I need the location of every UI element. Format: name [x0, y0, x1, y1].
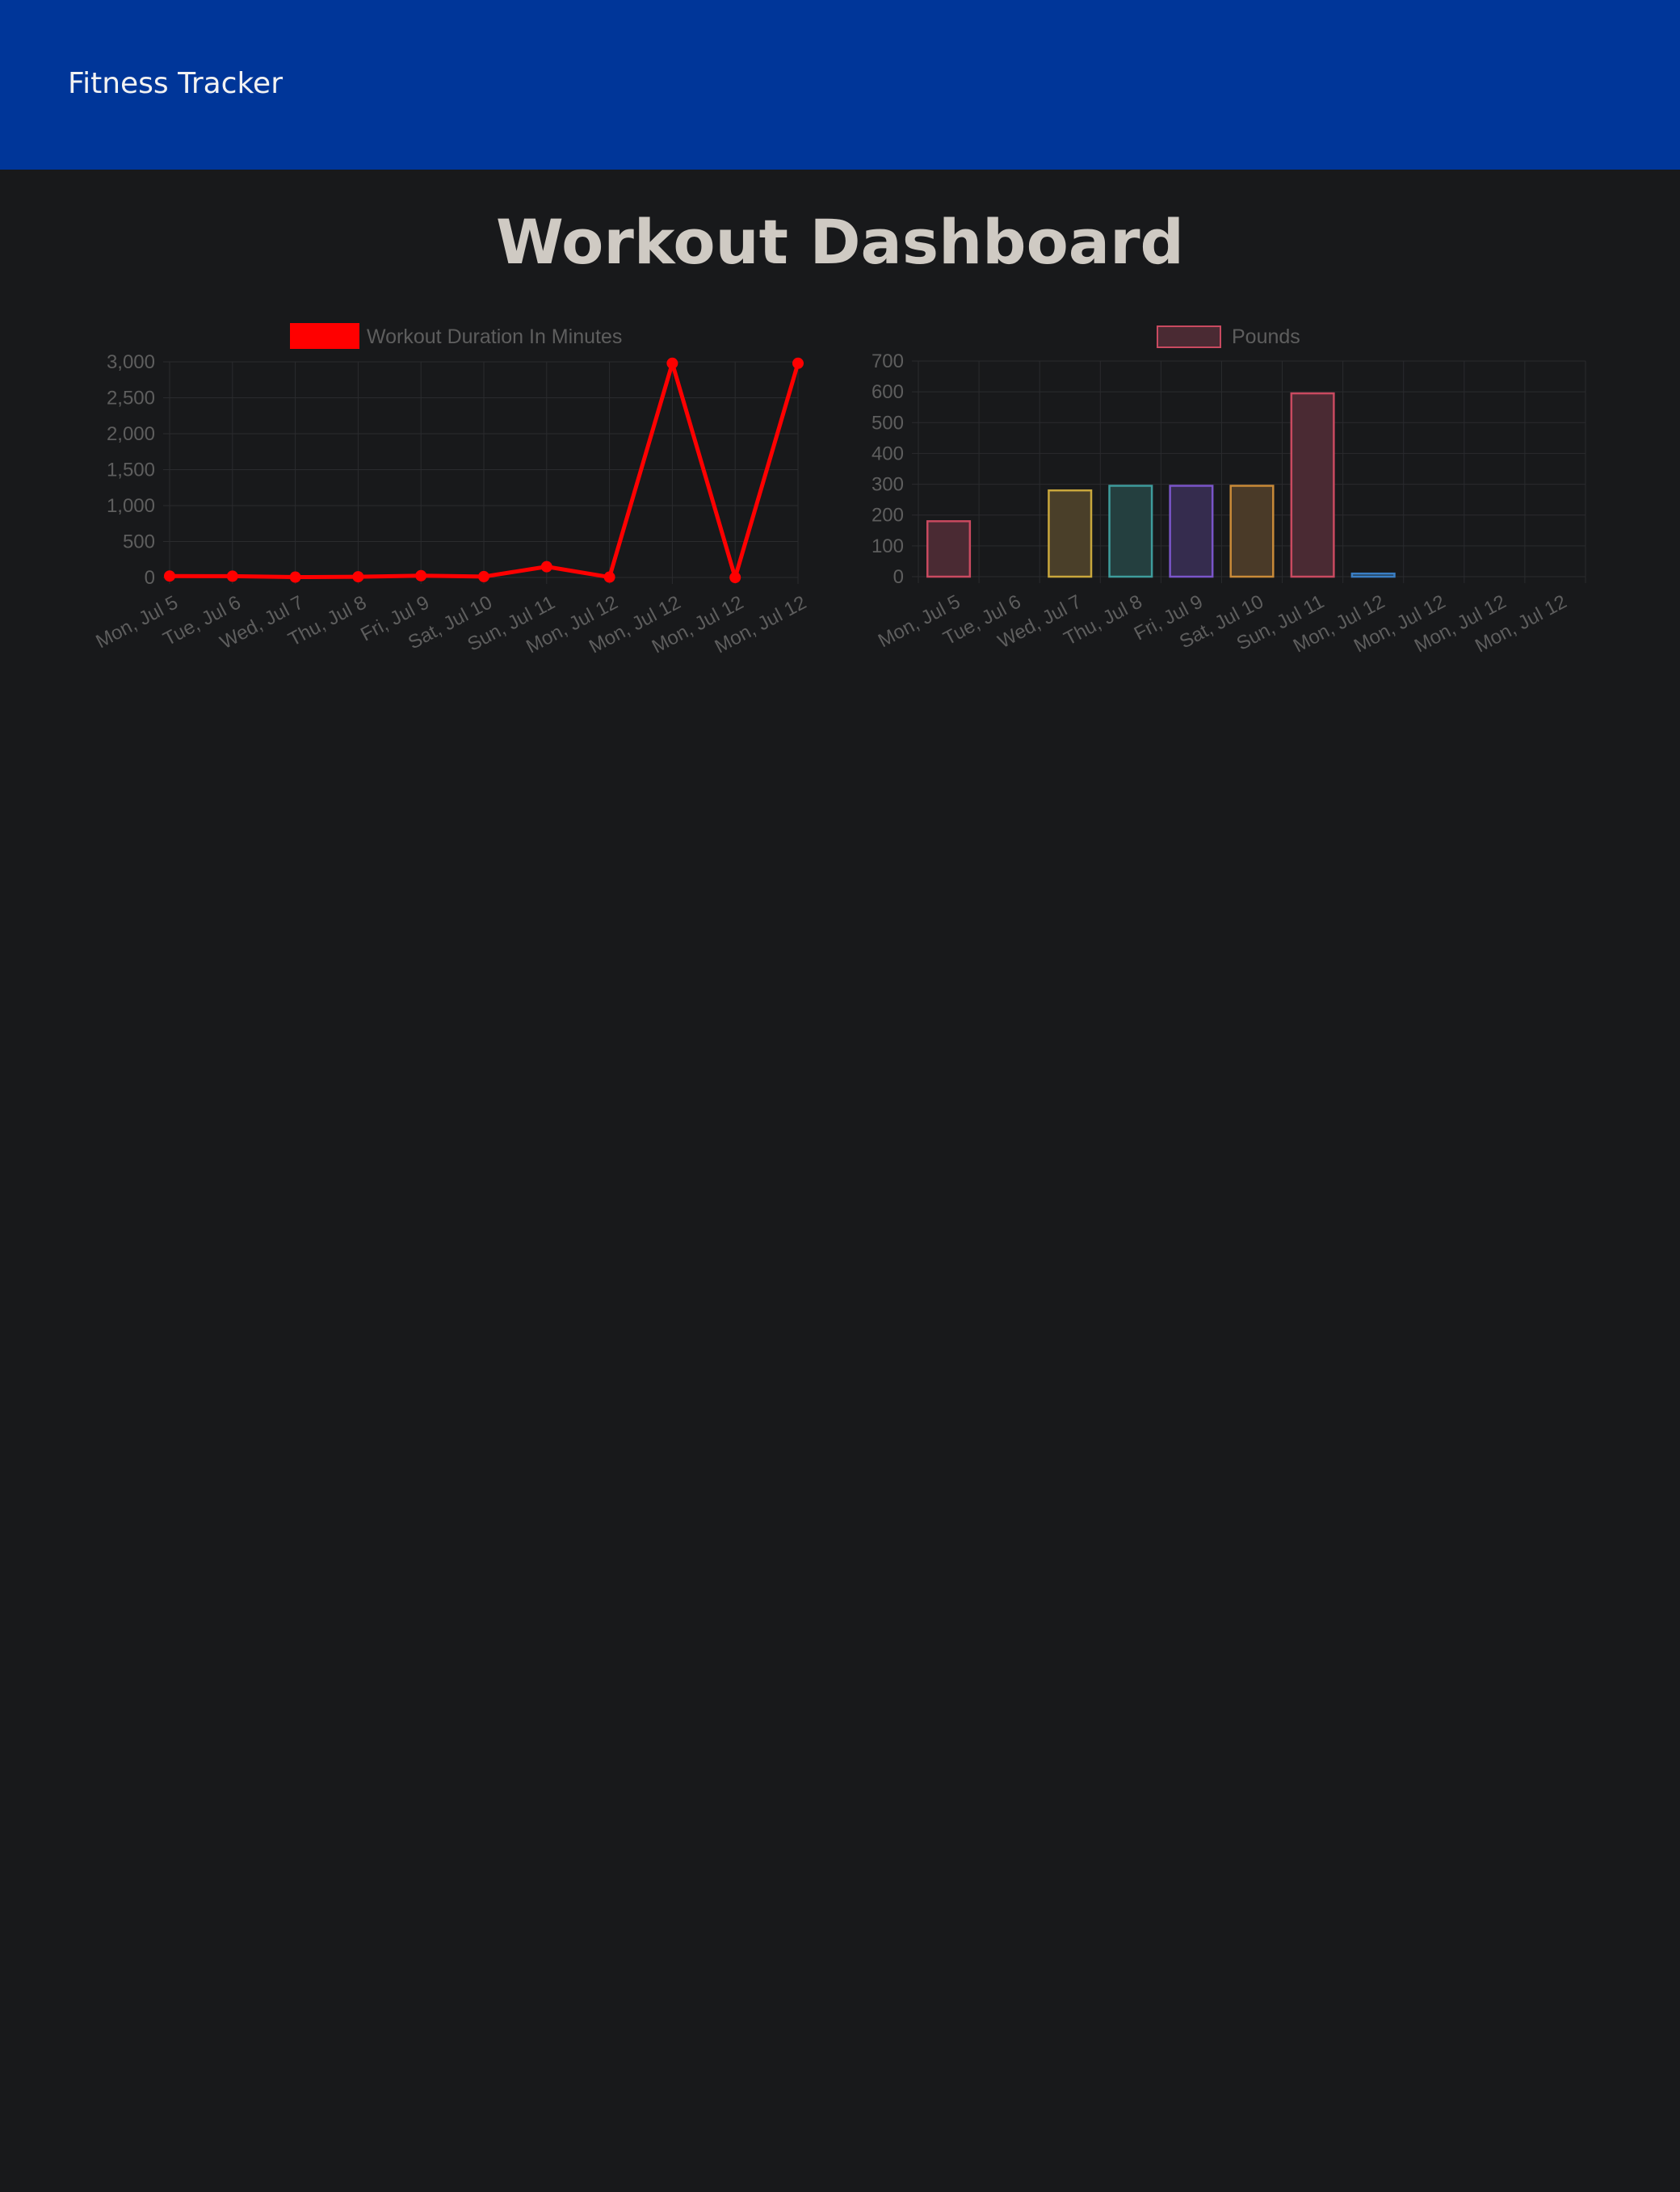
y-tick-label: 1,500	[107, 460, 155, 481]
y-tick-label: 500	[872, 412, 904, 434]
y-tick-label: 0	[893, 566, 904, 588]
y-tick-label: 0	[145, 567, 155, 589]
y-tick-label: 500	[123, 531, 155, 553]
legend-swatch	[1157, 325, 1221, 348]
duration-data-point	[352, 571, 364, 583]
y-tick-label: 3,000	[107, 351, 155, 373]
duration-data-point	[540, 561, 552, 573]
pounds-bar	[1048, 489, 1093, 578]
y-tick-label: 700	[872, 351, 904, 372]
legend-swatch	[290, 323, 359, 349]
y-tick-label: 1,000	[107, 495, 155, 517]
pounds-bar	[1350, 572, 1396, 578]
brand-link[interactable]: Fitness Tracker	[68, 67, 283, 100]
y-tick-label: 400	[872, 443, 904, 464]
y-tick-label: 2,000	[107, 423, 155, 445]
pounds-bar	[1290, 392, 1335, 578]
y-tick-label: 200	[872, 505, 904, 527]
duration-data-point	[415, 569, 427, 582]
duration-data-point	[478, 570, 489, 582]
y-tick-label: 100	[872, 535, 904, 557]
y-tick-label: 300	[872, 474, 904, 496]
pounds-bar	[1169, 485, 1214, 578]
duration-data-point	[729, 572, 741, 583]
legend-label: Workout Duration In Minutes	[367, 325, 622, 348]
legend-label: Pounds	[1232, 325, 1300, 348]
duration-data-point	[289, 571, 301, 583]
duration-data-point	[666, 357, 678, 369]
duration-data-point	[792, 357, 804, 369]
y-tick-label: 600	[872, 381, 904, 403]
y-tick-label: 2,500	[107, 388, 155, 409]
page-title: Workout Dashboard	[496, 206, 1184, 278]
duration-data-point	[226, 570, 238, 582]
duration-data-point	[164, 570, 175, 582]
pounds-bar	[926, 520, 972, 578]
navbar: Fitness Tracker	[0, 0, 1680, 170]
pounds-bar	[1108, 485, 1153, 578]
duration-data-point	[603, 571, 615, 583]
pounds-bar	[1229, 485, 1275, 578]
